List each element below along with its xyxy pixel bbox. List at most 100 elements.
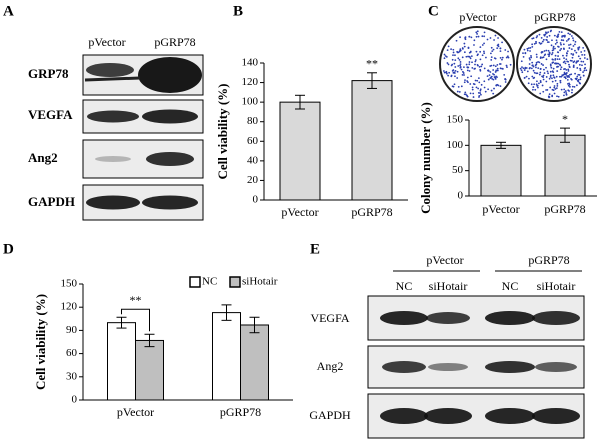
colony [472, 83, 475, 85]
colony [528, 63, 531, 65]
colony [548, 96, 550, 99]
colony [473, 68, 476, 70]
colony [553, 34, 556, 37]
colony [582, 74, 585, 77]
colony [560, 88, 563, 91]
colony [577, 48, 580, 51]
colony [558, 75, 561, 78]
colony [496, 44, 499, 47]
colony [531, 64, 534, 67]
colony [551, 95, 554, 98]
colony [538, 61, 541, 64]
colony [583, 67, 586, 70]
lane-label: pGRP78 [154, 35, 195, 49]
colony [563, 60, 566, 63]
colony [583, 57, 586, 59]
colony [556, 58, 559, 61]
y-tick-label: 140 [242, 57, 259, 69]
colony [466, 69, 469, 72]
colony [460, 68, 463, 71]
colony [562, 39, 565, 42]
colony [471, 66, 474, 69]
colony [552, 67, 555, 70]
colony [484, 90, 487, 93]
colony [568, 47, 571, 49]
colony [574, 49, 576, 52]
colony [552, 45, 555, 48]
colony [559, 42, 562, 44]
colony [479, 88, 482, 91]
colony [523, 48, 526, 51]
row-label: Ang2 [317, 359, 344, 373]
colony [546, 89, 549, 91]
colony [481, 35, 484, 38]
colony [539, 92, 542, 95]
colony [479, 89, 482, 92]
colony [572, 54, 574, 56]
panel-label: D [3, 241, 14, 257]
colony [501, 56, 504, 59]
colony [556, 85, 559, 87]
colony [496, 67, 499, 70]
colony [579, 67, 582, 70]
colony [504, 49, 507, 51]
colony [554, 43, 557, 45]
colony [572, 61, 575, 64]
colony [519, 67, 522, 70]
colony [572, 39, 575, 42]
colony [562, 54, 564, 57]
colony [487, 78, 490, 81]
colony [529, 50, 531, 52]
colony [465, 63, 468, 66]
colony [479, 92, 482, 94]
y-tick-label: 50 [452, 164, 464, 176]
colony [565, 93, 568, 96]
colony [559, 68, 562, 71]
colony [548, 77, 551, 80]
colony [452, 54, 454, 57]
colony [460, 85, 463, 88]
colony [577, 78, 580, 81]
colony [494, 34, 497, 37]
colony [574, 72, 576, 75]
y-tick-label: 90 [66, 324, 78, 336]
colony [566, 75, 568, 77]
colony [557, 51, 560, 54]
colony [579, 76, 582, 79]
colony [504, 81, 507, 83]
colony [486, 38, 489, 41]
row-label: GAPDH [309, 408, 351, 422]
colony [552, 47, 555, 50]
colony [526, 47, 529, 50]
colony [556, 95, 558, 98]
colony [565, 54, 568, 57]
colony [565, 73, 567, 76]
blot-band [485, 408, 535, 424]
colony [583, 49, 586, 52]
colony [468, 63, 471, 66]
y-tick-label: 30 [66, 370, 78, 382]
colony [459, 61, 462, 63]
colony [539, 56, 542, 59]
colony [471, 88, 474, 91]
colony [562, 73, 565, 76]
colony [463, 93, 466, 96]
colony [485, 56, 487, 59]
colony [522, 67, 525, 70]
colony [536, 35, 539, 37]
colony [520, 69, 523, 72]
colony [577, 60, 580, 62]
colony [509, 63, 512, 66]
colony [493, 73, 495, 76]
colony [567, 32, 570, 35]
colony [543, 50, 546, 52]
colony [463, 74, 465, 76]
colony [577, 55, 580, 58]
colony [466, 66, 469, 69]
colony [542, 78, 545, 81]
colony [461, 56, 464, 59]
colony [532, 77, 535, 80]
colony [457, 57, 460, 60]
colony [524, 66, 527, 69]
colony [479, 68, 482, 71]
